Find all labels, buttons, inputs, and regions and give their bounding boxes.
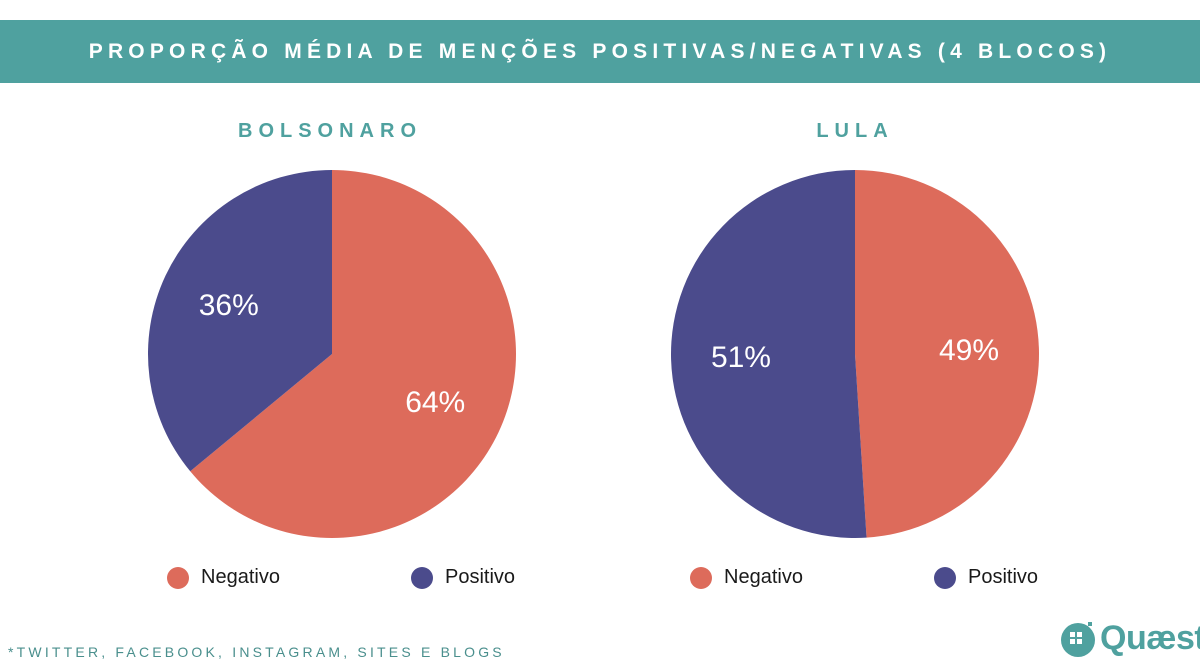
chart-title-lula: LULA: [816, 120, 894, 142]
pie-lula: 49% 51%: [671, 170, 1040, 538]
legend-item-negativo: Negativo: [690, 566, 803, 589]
legend-item-positivo: Positivo: [411, 566, 515, 589]
logo-text: Quæst: [1100, 618, 1200, 657]
pie-bolsonaro: 64% 36%: [148, 170, 516, 538]
legend-dot-negativo: [167, 566, 189, 589]
header-bar: PROPORÇÃO MÉDIA DE MENÇÕES POSITIVAS/NEG…: [0, 20, 1200, 83]
legend-label-negativo: Negativo: [724, 566, 803, 588]
slice-label-negativo: 49%: [939, 334, 999, 367]
page-title: PROPORÇÃO MÉDIA DE MENÇÕES POSITIVAS/NEG…: [88, 39, 1112, 63]
pie-slice-positivo: [671, 170, 867, 538]
slice-label-positivo: 36%: [199, 289, 259, 322]
legend-label-negativo: Negativo: [201, 566, 280, 588]
pie-slice-positivo: [148, 170, 332, 472]
legend-dot-negativo: [690, 566, 712, 589]
slice-label-negativo: 64%: [405, 386, 465, 419]
legend-item-positivo: Positivo: [934, 566, 1038, 589]
chart-title-bolsonaro: BOLSONARO: [238, 120, 422, 142]
legend-dot-positivo: [411, 566, 433, 589]
quaest-logo: Quæst: [1058, 614, 1200, 662]
legend-item-negativo: Negativo: [167, 566, 280, 589]
legend-dot-positivo: [934, 566, 956, 589]
slice-label-positivo: 51%: [711, 341, 771, 374]
pie-slice-negativo: [190, 170, 516, 538]
quaest-logo-icon: [1058, 618, 1098, 658]
legend-label-positivo: Positivo: [445, 566, 516, 588]
pie-slice-negativo: [855, 170, 1040, 538]
legend-label-positivo: Positivo: [968, 566, 1039, 588]
source-footnote: *TWITTER, FACEBOOK, INSTAGRAM, SITES E B…: [8, 644, 505, 660]
